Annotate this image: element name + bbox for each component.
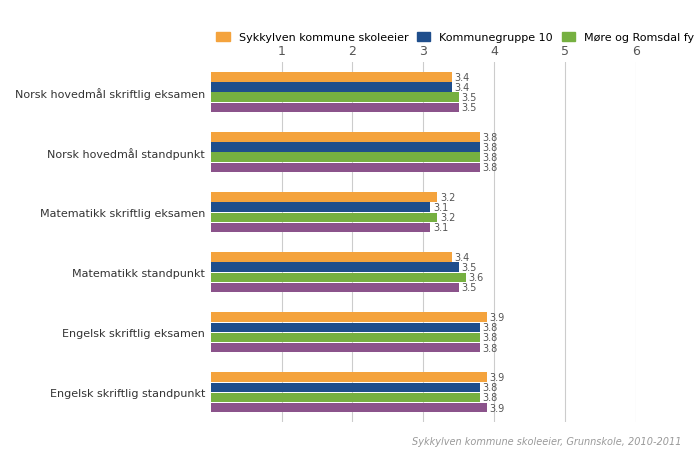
Text: 3.1: 3.1 bbox=[433, 202, 448, 212]
Bar bbox=[211, 333, 480, 342]
Bar bbox=[211, 83, 452, 92]
Legend: Sykkylven kommune skoleeier, Kommunegruppe 10, Møre og Romsdal fylke, Nasjonalt: Sykkylven kommune skoleeier, Kommunegrup… bbox=[216, 32, 695, 43]
Bar bbox=[211, 403, 487, 412]
Text: 3.8: 3.8 bbox=[483, 133, 498, 143]
Text: 3.2: 3.2 bbox=[440, 193, 456, 202]
Text: 3.5: 3.5 bbox=[461, 93, 477, 103]
Bar bbox=[211, 133, 480, 143]
Bar bbox=[211, 313, 487, 322]
Bar bbox=[211, 73, 452, 83]
Text: 3.8: 3.8 bbox=[483, 163, 498, 173]
Bar bbox=[211, 93, 459, 102]
Bar bbox=[211, 343, 480, 352]
Text: 3.9: 3.9 bbox=[490, 313, 505, 322]
Bar bbox=[211, 263, 459, 272]
Text: 3.5: 3.5 bbox=[461, 262, 477, 272]
Text: 3.4: 3.4 bbox=[455, 83, 470, 93]
Text: Sykkylven kommune skoleeier, Grunnskole, 2010-2011: Sykkylven kommune skoleeier, Grunnskole,… bbox=[411, 437, 681, 446]
Text: 3.1: 3.1 bbox=[433, 223, 448, 233]
Text: 3.8: 3.8 bbox=[483, 382, 498, 392]
Bar bbox=[211, 223, 430, 233]
Bar bbox=[211, 373, 487, 382]
Text: 3.8: 3.8 bbox=[483, 322, 498, 332]
Text: 3.8: 3.8 bbox=[483, 143, 498, 153]
Text: 3.8: 3.8 bbox=[483, 153, 498, 163]
Text: 3.8: 3.8 bbox=[483, 333, 498, 343]
Bar bbox=[211, 153, 480, 162]
Bar bbox=[211, 143, 480, 152]
Bar bbox=[211, 253, 452, 262]
Text: 3.6: 3.6 bbox=[468, 273, 484, 283]
Text: 3.5: 3.5 bbox=[461, 103, 477, 113]
Text: 3.2: 3.2 bbox=[440, 213, 456, 223]
Bar bbox=[211, 163, 480, 173]
Text: 3.9: 3.9 bbox=[490, 403, 505, 413]
Bar bbox=[211, 383, 480, 392]
Text: 3.9: 3.9 bbox=[490, 373, 505, 382]
Bar bbox=[211, 283, 459, 293]
Text: 3.4: 3.4 bbox=[455, 253, 470, 262]
Bar bbox=[211, 393, 480, 402]
Bar bbox=[211, 103, 459, 113]
Bar bbox=[211, 323, 480, 332]
Text: 3.8: 3.8 bbox=[483, 393, 498, 403]
Bar bbox=[211, 203, 430, 212]
Bar bbox=[211, 273, 466, 282]
Text: 3.5: 3.5 bbox=[461, 283, 477, 293]
Text: 3.8: 3.8 bbox=[483, 343, 498, 353]
Text: 3.4: 3.4 bbox=[455, 73, 470, 83]
Bar bbox=[211, 213, 437, 222]
Bar bbox=[211, 193, 437, 202]
